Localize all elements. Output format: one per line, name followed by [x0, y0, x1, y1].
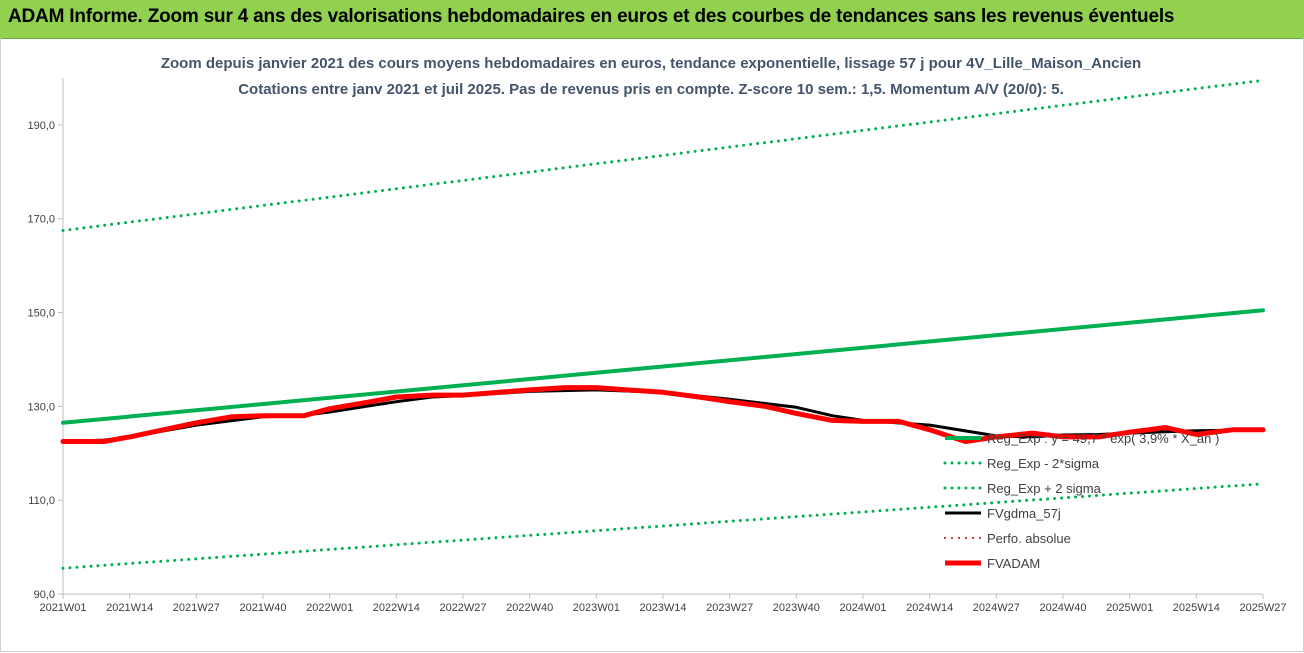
x-tick-label: 2021W14 [106, 602, 153, 614]
y-tick-label: 130,0 [27, 401, 55, 413]
legend-label-5: FVADAM [987, 556, 1040, 571]
y-tick-label: 190,0 [27, 120, 55, 132]
x-tick-label: 2023W40 [773, 602, 820, 614]
x-tick-label: 2025W01 [1106, 602, 1153, 614]
y-tick-label: 110,0 [28, 495, 55, 507]
series-line-1 [61, 482, 1265, 570]
legend-label-0: Reg_Exp : y = 49,7 * exp( 3,9% * X_an ) [987, 431, 1219, 446]
x-tick-label: 2024W14 [906, 602, 953, 614]
x-tick-label: 2022W40 [506, 602, 553, 614]
x-tick-label: 2021W01 [39, 602, 86, 614]
axes: 2021W01 2021W14 2021W27 2021W40 2022W01 2022W… [27, 78, 1287, 614]
x-tick-label: 2021W40 [239, 602, 286, 614]
series-line-5 [60, 385, 1266, 444]
report-title: ADAM Informe. Zoom sur 4 ans des valoris… [8, 6, 1175, 27]
x-tick-label: 2024W01 [839, 602, 886, 614]
chart-frame: Zoom depuis janvier 2021 des cours moyen… [0, 38, 1304, 652]
x-tick-label: 2023W14 [639, 602, 686, 614]
chart-svg: Zoom depuis janvier 2021 des cours moyen… [27, 55, 1287, 614]
y-tick-label: 90,0 [34, 589, 55, 601]
x-tick-label: 2022W01 [306, 602, 353, 614]
legend-label-1: Reg_Exp - 2*sigma [987, 456, 1100, 471]
x-tick-label: 2024W40 [1039, 602, 1086, 614]
chart-title: Zoom depuis janvier 2021 des cours moyen… [161, 55, 1141, 72]
chart-subtitle: Cotations entre janv 2021 et juil 2025. … [238, 81, 1064, 98]
x-tick-label: 2021W27 [173, 602, 220, 614]
report-banner: ADAM Informe. Zoom sur 4 ans des valoris… [0, 0, 1304, 39]
series-line-0 [61, 308, 1265, 425]
legend-label-3: FVgdma_57j [987, 506, 1061, 521]
series-group [60, 78, 1266, 570]
y-tick-label: 150,0 [27, 308, 55, 320]
x-tick-label: 2025W27 [1239, 602, 1286, 614]
x-tick-label: 2022W27 [439, 602, 486, 614]
legend-label-2: Reg_Exp + 2 sigma [987, 481, 1102, 496]
x-tick-label: 2022W14 [373, 602, 420, 614]
x-tick-label: 2025W14 [1173, 602, 1220, 614]
legend: Reg_Exp : y = 49,7 * exp( 3,9% * X_an ) R… [943, 431, 1219, 571]
x-tick-label: 2024W27 [973, 602, 1020, 614]
y-tick-label: 170,0 [27, 214, 55, 226]
series-line-2 [61, 78, 1265, 232]
x-tick-label: 2023W27 [706, 602, 753, 614]
x-tick-label: 2023W01 [573, 602, 620, 614]
legend-label-4: Perfo. absolue [987, 531, 1071, 546]
